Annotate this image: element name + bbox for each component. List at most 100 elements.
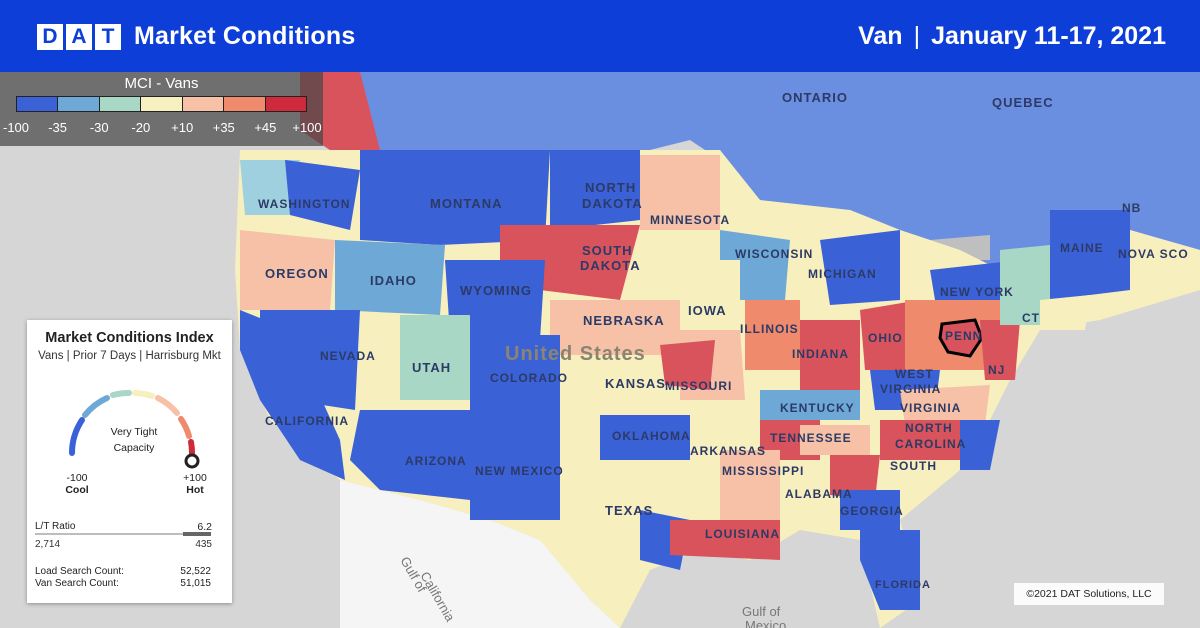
market-washington-e[interactable] bbox=[285, 160, 360, 230]
market-illinois[interactable] bbox=[745, 300, 800, 370]
market-conditions-card: Market Conditions Index Vans | Prior 7 D… bbox=[27, 320, 232, 603]
dat-logo[interactable]: D A T bbox=[37, 24, 121, 50]
label-dakota-n: DAKOTA bbox=[582, 196, 643, 211]
label-nj: NJ bbox=[988, 363, 1005, 377]
label-montana: MONTANA bbox=[430, 196, 502, 211]
legend-swatch-2 bbox=[99, 97, 142, 111]
market-regions[interactable] bbox=[240, 150, 1130, 610]
market-florida[interactable] bbox=[860, 530, 920, 610]
region-canada[interactable] bbox=[300, 72, 1200, 270]
ratio-value: 6.2 bbox=[197, 521, 212, 533]
market-new-jersey[interactable] bbox=[980, 320, 1020, 380]
market-new-york[interactable] bbox=[930, 260, 1020, 300]
label-idaho: IDAHO bbox=[370, 273, 417, 288]
label-oklahoma: OKLAHOMA bbox=[612, 429, 691, 443]
market-minnesota[interactable] bbox=[640, 155, 720, 230]
market-oregon[interactable] bbox=[240, 230, 335, 310]
market-oklahoma[interactable] bbox=[600, 415, 690, 460]
market-iowa[interactable] bbox=[680, 260, 740, 320]
market-harrisburg[interactable] bbox=[938, 318, 984, 358]
load-posts-value: 2,714 bbox=[35, 539, 61, 550]
region-mexico[interactable] bbox=[340, 480, 620, 628]
label-west: WEST bbox=[895, 367, 934, 381]
market-north-carolina[interactable] bbox=[880, 420, 960, 460]
label-virginia: VIRGINIA bbox=[900, 401, 961, 415]
legend-tick: -35 bbox=[48, 120, 68, 135]
gauge-status-line1: Very Tight bbox=[110, 426, 158, 438]
legend-swatch-6 bbox=[265, 97, 306, 111]
label-nebraska: NEBRASKA bbox=[583, 313, 665, 328]
legend-ticks: -100 -35 -30 -20 +10 +35 +45 +100 bbox=[3, 120, 322, 136]
label-california: CALIFORNIA bbox=[265, 414, 349, 428]
label-gulf-of-mx-1: Gulf of bbox=[742, 604, 781, 619]
label-wyoming: WYOMING bbox=[460, 283, 532, 298]
label-north-nc: NORTH bbox=[905, 421, 953, 435]
label-georgia: GEORGIA bbox=[840, 504, 904, 518]
market-atlanta[interactable] bbox=[830, 455, 880, 500]
label-new-mexico: NEW MEXICO bbox=[475, 464, 564, 478]
legend-tick: +45 bbox=[254, 120, 277, 135]
market-utah[interactable] bbox=[400, 315, 470, 400]
label-quebec: QUEBEC bbox=[992, 95, 1054, 110]
market-north-dakota[interactable] bbox=[550, 150, 640, 230]
market-vermont[interactable] bbox=[1000, 245, 1050, 325]
gauge-seg-yellow bbox=[132, 390, 155, 399]
header-context: Van | January 11-17, 2021 bbox=[858, 22, 1166, 51]
ratio-bar bbox=[35, 532, 211, 536]
label-mississippi: MISSISSIPPI bbox=[722, 464, 804, 478]
gauge-seg-blue bbox=[69, 417, 85, 456]
market-maine[interactable] bbox=[1050, 210, 1130, 300]
market-michigan[interactable] bbox=[820, 230, 900, 305]
market-pacific-nw[interactable] bbox=[240, 160, 300, 215]
legend-tick: +100 bbox=[292, 120, 322, 135]
market-new-mexico[interactable] bbox=[470, 410, 560, 520]
market-kansas[interactable] bbox=[560, 355, 680, 410]
market-nebraska[interactable] bbox=[550, 300, 680, 360]
label-tennessee: TENNESSEE bbox=[770, 431, 852, 445]
label-louisiana: LOUISIANA bbox=[705, 527, 780, 541]
gauge-indicator bbox=[184, 453, 200, 469]
label-iowa: IOWA bbox=[688, 303, 727, 318]
label-south-carolina: SOUTH bbox=[890, 459, 937, 473]
market-california[interactable] bbox=[240, 310, 345, 480]
market-georgia[interactable] bbox=[840, 490, 900, 530]
card-subtitle: Vans | Prior 7 Days | Harrisburg Mkt bbox=[38, 350, 221, 362]
market-nashville[interactable] bbox=[800, 425, 870, 455]
gauge-seg-orange bbox=[178, 416, 192, 439]
gauge-seg-peach bbox=[155, 395, 180, 416]
market-arizona[interactable] bbox=[350, 410, 470, 500]
mci-gauge bbox=[69, 389, 200, 469]
van-search-row: Van Search Count: 51,015 bbox=[35, 578, 211, 589]
load-search-value: 52,522 bbox=[180, 566, 211, 577]
market-carolina-coast[interactable] bbox=[960, 420, 1000, 470]
van-search-value: 51,015 bbox=[180, 578, 211, 589]
market-mississippi[interactable] bbox=[720, 450, 780, 520]
market-montana[interactable] bbox=[360, 150, 550, 245]
label-minnesota: MINNESOTA bbox=[650, 213, 730, 227]
gauge-status: Very Tight Capacity bbox=[99, 424, 169, 456]
market-new-england[interactable] bbox=[1040, 295, 1090, 330]
legend-tick: -100 bbox=[2, 120, 30, 135]
market-virginia[interactable] bbox=[900, 385, 990, 425]
label-nb: NB bbox=[1122, 201, 1141, 215]
label-florida: FLORIDA bbox=[875, 579, 931, 591]
market-kentucky[interactable] bbox=[760, 390, 860, 420]
logo-letter-a: A bbox=[66, 24, 92, 50]
page-title: Market Conditions bbox=[134, 22, 356, 50]
market-kansas-city[interactable] bbox=[660, 340, 715, 390]
market-colorado[interactable] bbox=[470, 335, 560, 410]
gauge-hot-label: +100 Hot bbox=[175, 472, 215, 496]
market-idaho[interactable] bbox=[335, 240, 445, 315]
market-louisiana[interactable] bbox=[670, 520, 780, 560]
label-wisconsin: WISCONSIN bbox=[735, 247, 813, 261]
legend-swatch-5 bbox=[224, 97, 266, 111]
cool-text: Cool bbox=[65, 484, 89, 496]
market-indiana[interactable] bbox=[800, 320, 860, 400]
label-maine: MAINE bbox=[1060, 241, 1104, 255]
label-oregon: OREGON bbox=[265, 266, 329, 281]
label-ohio: OHIO bbox=[868, 331, 903, 345]
label-washington: WASHINGTON bbox=[258, 197, 350, 211]
header-separator: | bbox=[913, 22, 921, 50]
label-carolina: CAROLINA bbox=[895, 437, 966, 451]
hot-value: +100 bbox=[183, 472, 207, 484]
